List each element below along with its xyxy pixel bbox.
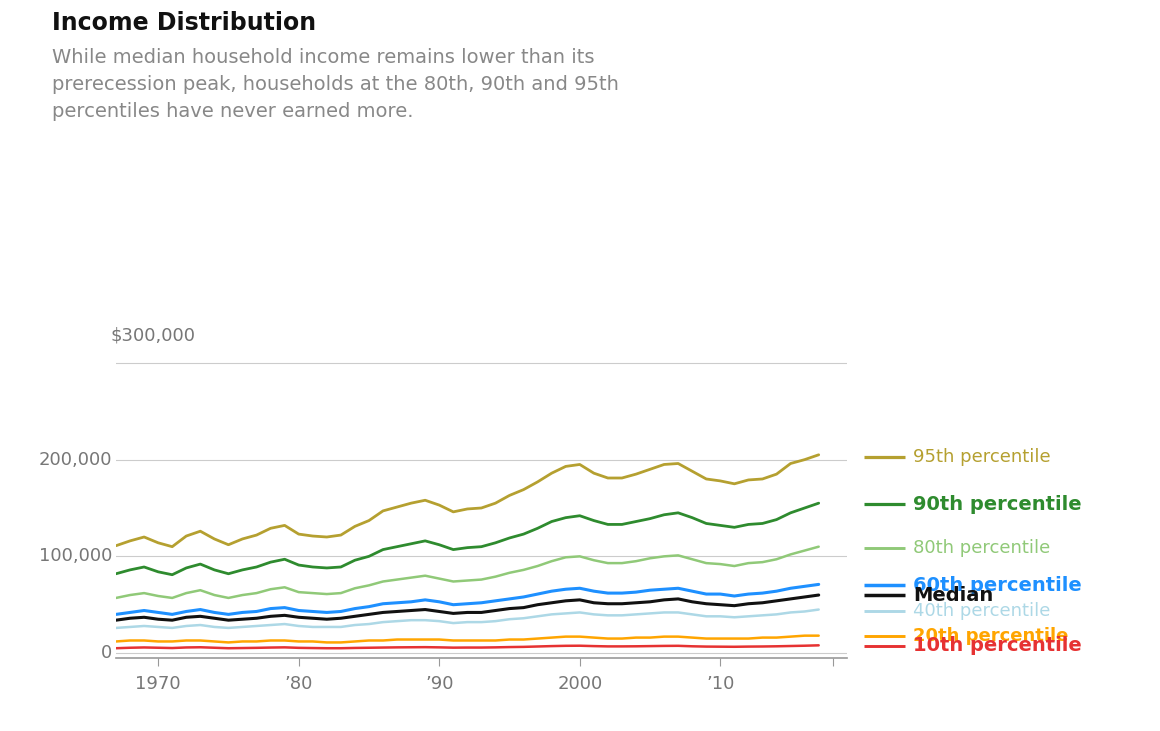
Text: 0: 0 — [101, 644, 113, 662]
Text: Income Distribution: Income Distribution — [52, 11, 317, 35]
Text: 10th percentile: 10th percentile — [913, 636, 1081, 655]
Text: $300,000: $300,000 — [110, 327, 195, 344]
Text: 95th percentile: 95th percentile — [913, 447, 1051, 466]
Text: 90th percentile: 90th percentile — [913, 495, 1081, 514]
Text: 80th percentile: 80th percentile — [913, 539, 1050, 556]
Text: 20th percentile: 20th percentile — [913, 627, 1068, 645]
Text: Median: Median — [913, 586, 993, 605]
Text: 200,000: 200,000 — [38, 450, 113, 469]
Text: 60th percentile: 60th percentile — [913, 576, 1081, 595]
Text: 40th percentile: 40th percentile — [913, 602, 1050, 619]
Text: While median household income remains lower than its
prerecession peak, househol: While median household income remains lo… — [52, 48, 619, 121]
Text: 100,000: 100,000 — [39, 548, 113, 565]
